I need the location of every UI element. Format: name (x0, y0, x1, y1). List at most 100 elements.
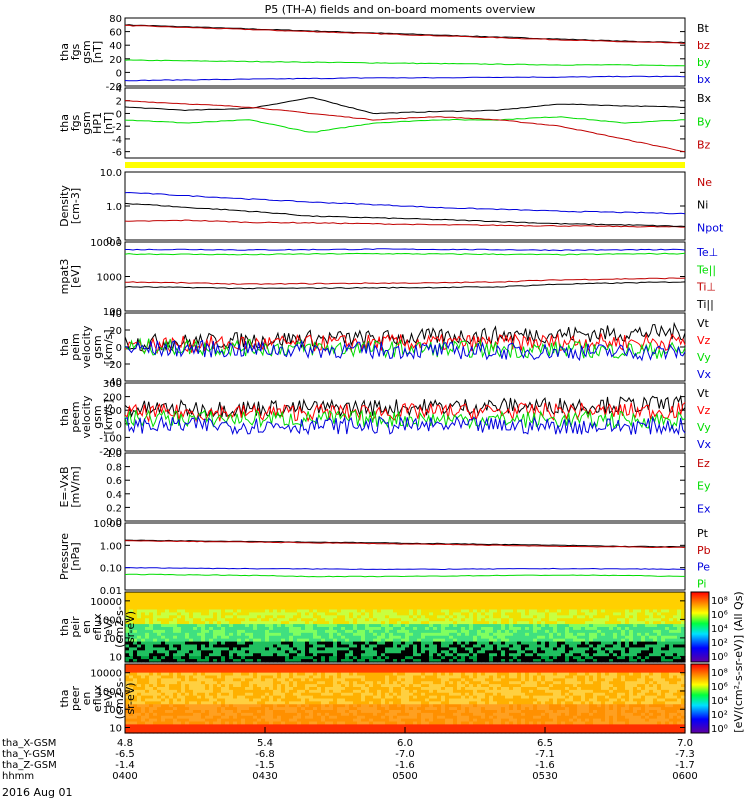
heatmap-cell (541, 612, 546, 616)
heatmap-cell (433, 656, 438, 660)
heatmap-cell (477, 629, 482, 634)
heatmap-cell (213, 624, 218, 628)
heatmap-cell (229, 606, 234, 611)
heatmap-cell (325, 609, 330, 614)
heatmap-cell (193, 606, 198, 611)
heatmap-cell (265, 698, 270, 702)
heatmap-cell (393, 644, 398, 649)
heatmap-cell (345, 675, 350, 679)
heatmap-cell (405, 612, 410, 616)
heatmap-cell (293, 710, 298, 714)
heatmap-cell (285, 624, 290, 628)
heatmap-cell (125, 627, 130, 631)
heatmap-cell (129, 727, 134, 731)
heatmap-cell (337, 730, 342, 734)
heatmap-cell (213, 721, 218, 725)
heatmap-cell (405, 638, 410, 643)
heatmap-cell (177, 730, 182, 734)
heatmap-cell (401, 635, 406, 640)
heatmap-cell (301, 695, 306, 700)
heatmap-cell (657, 650, 662, 654)
legend-Te||: Te|| (696, 263, 716, 276)
heatmap-cell (221, 627, 226, 631)
heatmap-cell (309, 612, 314, 616)
heatmap-cell (253, 650, 258, 654)
heatmap-cell (201, 627, 206, 631)
heatmap-cell (169, 641, 174, 646)
heatmap-cell (421, 632, 426, 637)
heatmap-cell (273, 672, 278, 677)
heatmap-cell (125, 712, 130, 717)
heatmap-cell (345, 664, 350, 668)
heatmap-cell (229, 718, 234, 723)
heatmap-cell (637, 641, 642, 646)
heatmap-cell (269, 647, 274, 651)
heatmap-cell (397, 644, 402, 649)
heatmap-cell (669, 647, 674, 651)
heatmap-cell (161, 612, 166, 616)
y-tick-label: 100 (103, 406, 122, 417)
heatmap-cell (537, 603, 542, 608)
heatmap-cell (249, 656, 254, 660)
heatmap-cell (389, 621, 394, 625)
heatmap-cell (213, 653, 218, 657)
heatmap-cell (193, 609, 198, 614)
heatmap-cell (545, 621, 550, 625)
heatmap-cell (305, 687, 310, 691)
heatmap-cell (601, 644, 606, 649)
heatmap-cell (429, 635, 434, 640)
heatmap-cell (173, 656, 178, 660)
heatmap-cell (393, 635, 398, 640)
heatmap-cell (517, 600, 522, 605)
heatmap-cell (397, 600, 402, 605)
heatmap-cell (189, 675, 194, 679)
heatmap-cell (409, 592, 414, 596)
heatmap-cell (261, 666, 266, 671)
heatmap-cell (181, 724, 186, 728)
heatmap-cell (209, 724, 214, 728)
y-tick-label: 200 (103, 393, 122, 404)
heatmap-cell (277, 638, 282, 643)
heatmap-cell (393, 606, 398, 611)
heatmap-cell (317, 664, 322, 668)
heatmap-cell (349, 698, 354, 702)
heatmap-cell (141, 724, 146, 728)
heatmap-cell (405, 627, 410, 631)
heatmap-cell (201, 689, 206, 694)
heatmap-cell (645, 597, 650, 602)
heatmap-cell (213, 629, 218, 634)
heatmap-cell (141, 606, 146, 611)
heatmap-cell (529, 647, 534, 651)
heatmap-cell (197, 609, 202, 614)
heatmap-cell (629, 656, 634, 660)
heatmap-cell (313, 656, 318, 660)
heatmap-cell (209, 612, 214, 616)
heatmap-cell (185, 653, 190, 657)
heatmap-cell (285, 707, 290, 711)
heatmap-cell (493, 659, 498, 663)
heatmap-cell (217, 609, 222, 614)
heatmap-cell (477, 615, 482, 619)
heatmap-cell (177, 669, 182, 674)
heatmap-cell (237, 609, 242, 614)
heatmap-cell (657, 603, 662, 608)
heatmap-cell (493, 635, 498, 640)
heatmap-cell (393, 592, 398, 596)
heatmap-cell (173, 727, 178, 731)
heatmap-cell (125, 669, 130, 674)
heatmap-cell (577, 647, 582, 651)
heatmap-cell (333, 615, 338, 619)
heatmap-cell (617, 632, 622, 637)
heatmap-cell (233, 653, 238, 657)
heatmap-cell (185, 644, 190, 649)
heatmap-cell (589, 609, 594, 614)
heatmap-cell (665, 653, 670, 657)
heatmap-cell (357, 615, 362, 619)
heatmap-cell (445, 615, 450, 619)
heatmap-cell (333, 600, 338, 605)
heatmap-cell (161, 629, 166, 634)
heatmap-cell (281, 664, 286, 668)
heatmap-cell (213, 715, 218, 720)
heatmap-cell (237, 698, 242, 702)
heatmap-cell (181, 641, 186, 646)
